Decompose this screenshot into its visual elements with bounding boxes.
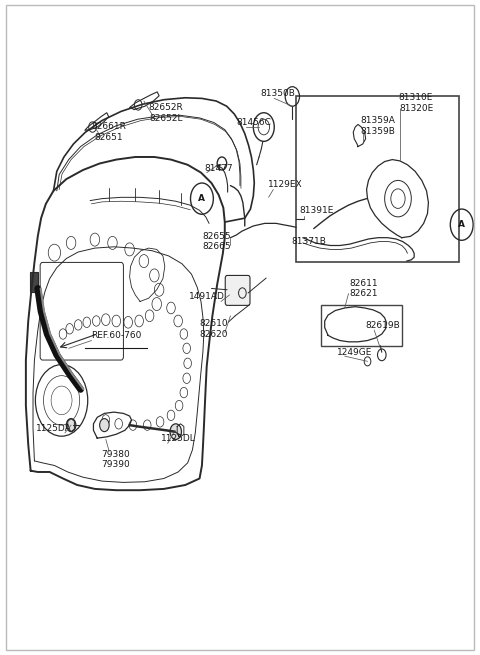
FancyBboxPatch shape [225,276,250,305]
Text: 82611
82621: 82611 82621 [349,278,378,298]
Circle shape [170,424,181,440]
Text: 81310E
81320E: 81310E 81320E [399,93,433,113]
Text: 82655
82665: 82655 82665 [202,232,230,252]
Text: 81371B: 81371B [291,237,326,246]
Circle shape [66,419,76,432]
Text: 1491AD: 1491AD [189,292,225,301]
Bar [30,272,38,291]
Text: 82652R
82652L: 82652R 82652L [149,103,184,122]
Text: 81477: 81477 [204,164,233,172]
Text: 82661R
82651: 82661R 82651 [92,122,127,142]
Text: 1125DA: 1125DA [36,424,72,433]
Bar [321,305,402,346]
Text: A: A [458,220,465,229]
Circle shape [100,419,109,432]
Text: 1129EX: 1129EX [268,180,302,189]
Text: 79380
79390: 79380 79390 [101,450,130,470]
Text: 81456C: 81456C [237,118,272,127]
Text: A: A [198,194,205,203]
Text: 82610
82620: 82610 82620 [200,319,228,339]
Text: 81359A
81359B: 81359A 81359B [360,116,396,136]
Bar [296,96,459,263]
Text: 81350B: 81350B [261,88,296,98]
Text: 1249GE: 1249GE [336,348,372,357]
Text: REF.60-760: REF.60-760 [91,331,142,340]
Text: 1125DL: 1125DL [161,434,195,443]
Text: 81391E: 81391E [299,206,333,215]
Text: 82619B: 82619B [365,321,400,330]
